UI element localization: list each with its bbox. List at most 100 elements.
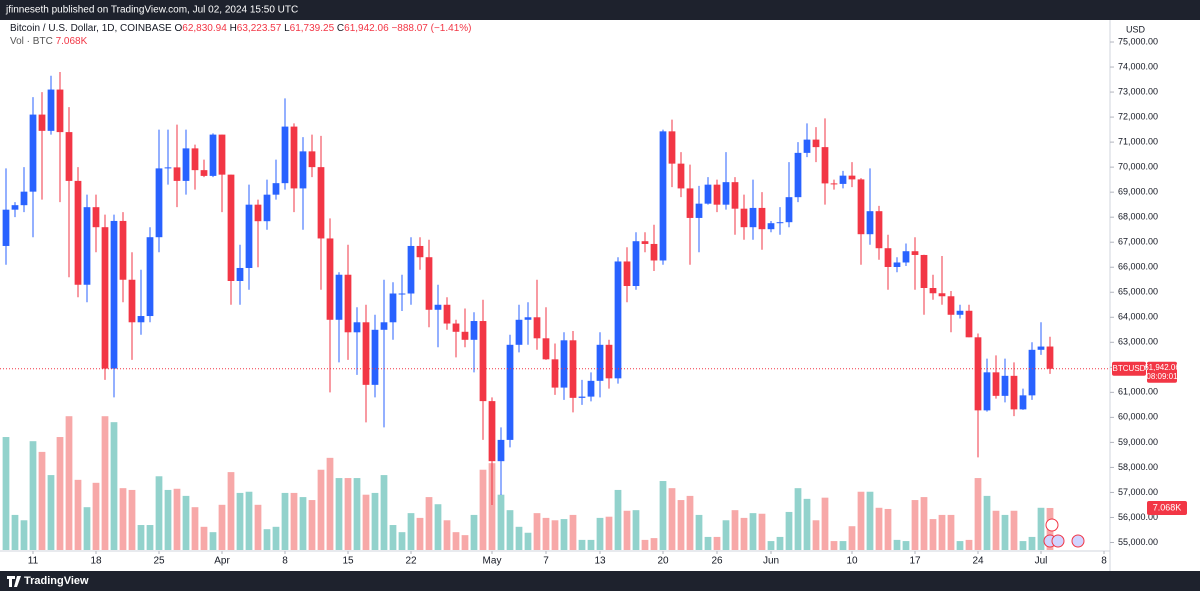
x-tick-label: Apr <box>214 556 230 567</box>
volume-bar <box>524 532 532 550</box>
x-tick-label: 7 <box>543 556 549 567</box>
candle-body <box>749 207 757 228</box>
volume-bar <box>947 514 955 550</box>
volume-bar <box>749 513 757 550</box>
candle-body <box>38 114 46 131</box>
candle-body <box>461 331 469 340</box>
legend-title: Bitcoin / U.S. Dollar, 1D, COINBASE <box>10 23 172 34</box>
volume-bar <box>596 517 604 550</box>
volume-bar <box>191 507 199 550</box>
volume-bar <box>569 514 577 550</box>
y-tick-label: 55,000.00 <box>1118 537 1158 547</box>
volume-bar <box>776 536 784 550</box>
candle-body <box>425 257 433 310</box>
candle-body <box>830 183 838 185</box>
event-icon[interactable] <box>1071 534 1085 548</box>
x-tick-label: 20 <box>657 556 669 567</box>
candle-body <box>938 293 946 297</box>
legend-letter: O <box>174 23 183 34</box>
volume-bar <box>137 525 145 550</box>
candle-body <box>785 197 793 223</box>
volume-bar <box>344 478 352 550</box>
candle-body <box>578 396 586 398</box>
candle-body <box>407 245 415 294</box>
candle-body <box>47 89 55 131</box>
volume-bar <box>605 516 613 550</box>
volume-bar <box>794 488 802 550</box>
symbol-box <box>1112 361 1146 376</box>
volume-bar <box>542 517 550 550</box>
volume-bar <box>677 500 685 550</box>
candle-body <box>1046 346 1054 369</box>
y-tick-label: 74,000.00 <box>1118 61 1158 71</box>
volume-bar <box>146 525 154 550</box>
header-text: jfinneseth published on TradingView.com,… <box>5 5 298 16</box>
x-tick-label: 26 <box>711 556 723 567</box>
volume-bar <box>452 532 460 550</box>
volume-bar <box>641 539 649 550</box>
volume-bar <box>497 494 505 550</box>
candle-body <box>668 131 676 164</box>
volume-bar <box>614 489 622 550</box>
volume-bar <box>443 520 451 550</box>
volume-bar <box>461 535 469 550</box>
volume-bar <box>326 457 334 550</box>
y-tick-label: 70,000.00 <box>1118 162 1158 172</box>
legend-volume-value: 7.068K <box>55 36 88 47</box>
price-box <box>1147 361 1177 383</box>
volume-bar <box>866 491 874 550</box>
y-tick-label: 73,000.00 <box>1118 86 1158 96</box>
y-tick-label: 68,000.00 <box>1118 212 1158 222</box>
volume-bar <box>767 541 775 550</box>
candle-body <box>515 319 523 345</box>
candle-body <box>335 274 343 320</box>
symbol-label: BTCUSD <box>1113 364 1146 373</box>
volume-label: 7.068K <box>1153 502 1182 512</box>
candle-body <box>65 132 73 181</box>
candle-body <box>470 321 478 340</box>
candle-body <box>371 329 379 385</box>
candle-body <box>398 293 406 295</box>
volume-bar <box>893 539 901 550</box>
volume-bar <box>857 491 865 550</box>
y-tick-label: 60,000.00 <box>1118 412 1158 422</box>
candle-body <box>551 359 559 388</box>
event-icon[interactable] <box>1051 534 1065 548</box>
legend-volume-name: Vol · BTC <box>10 36 53 47</box>
logo-icon <box>7 576 21 587</box>
volume-bar <box>425 497 433 550</box>
currency-label: USD <box>1126 24 1146 34</box>
volume-bar <box>218 504 226 550</box>
volume-bar <box>38 451 46 550</box>
y-tick-label: 61,000.00 <box>1118 387 1158 397</box>
event-icon[interactable] <box>1045 518 1059 532</box>
volume-bar <box>227 472 235 550</box>
legend-value: 62,830.94 <box>182 23 227 34</box>
y-tick-label: 72,000.00 <box>1118 111 1158 121</box>
volume-bar <box>1001 514 1009 550</box>
volume-bar <box>1019 541 1027 550</box>
volume-bar <box>119 488 127 550</box>
volume-bar <box>713 536 721 550</box>
candle-body <box>857 179 865 235</box>
volume-bar <box>236 492 244 550</box>
price-label: 61,942.06 <box>1144 363 1180 372</box>
volume-bar <box>1037 507 1045 550</box>
candle-body <box>497 439 505 462</box>
candle-body <box>812 139 820 148</box>
volume-bar <box>353 478 361 550</box>
candle-body <box>83 207 91 285</box>
candle-body <box>20 191 28 206</box>
candle-body <box>623 261 631 286</box>
candle-body <box>794 152 802 198</box>
candle-body <box>218 134 226 175</box>
candle-body <box>236 267 244 281</box>
candle-body <box>1001 375 1009 396</box>
candle-body <box>650 243 658 261</box>
candle-body <box>875 211 883 249</box>
legend-value: 63,223.57 <box>236 23 282 34</box>
volume-bar <box>434 504 442 550</box>
x-tick-label: 10 <box>846 556 858 567</box>
volume-bar <box>992 510 1000 550</box>
candle-body <box>929 288 937 294</box>
